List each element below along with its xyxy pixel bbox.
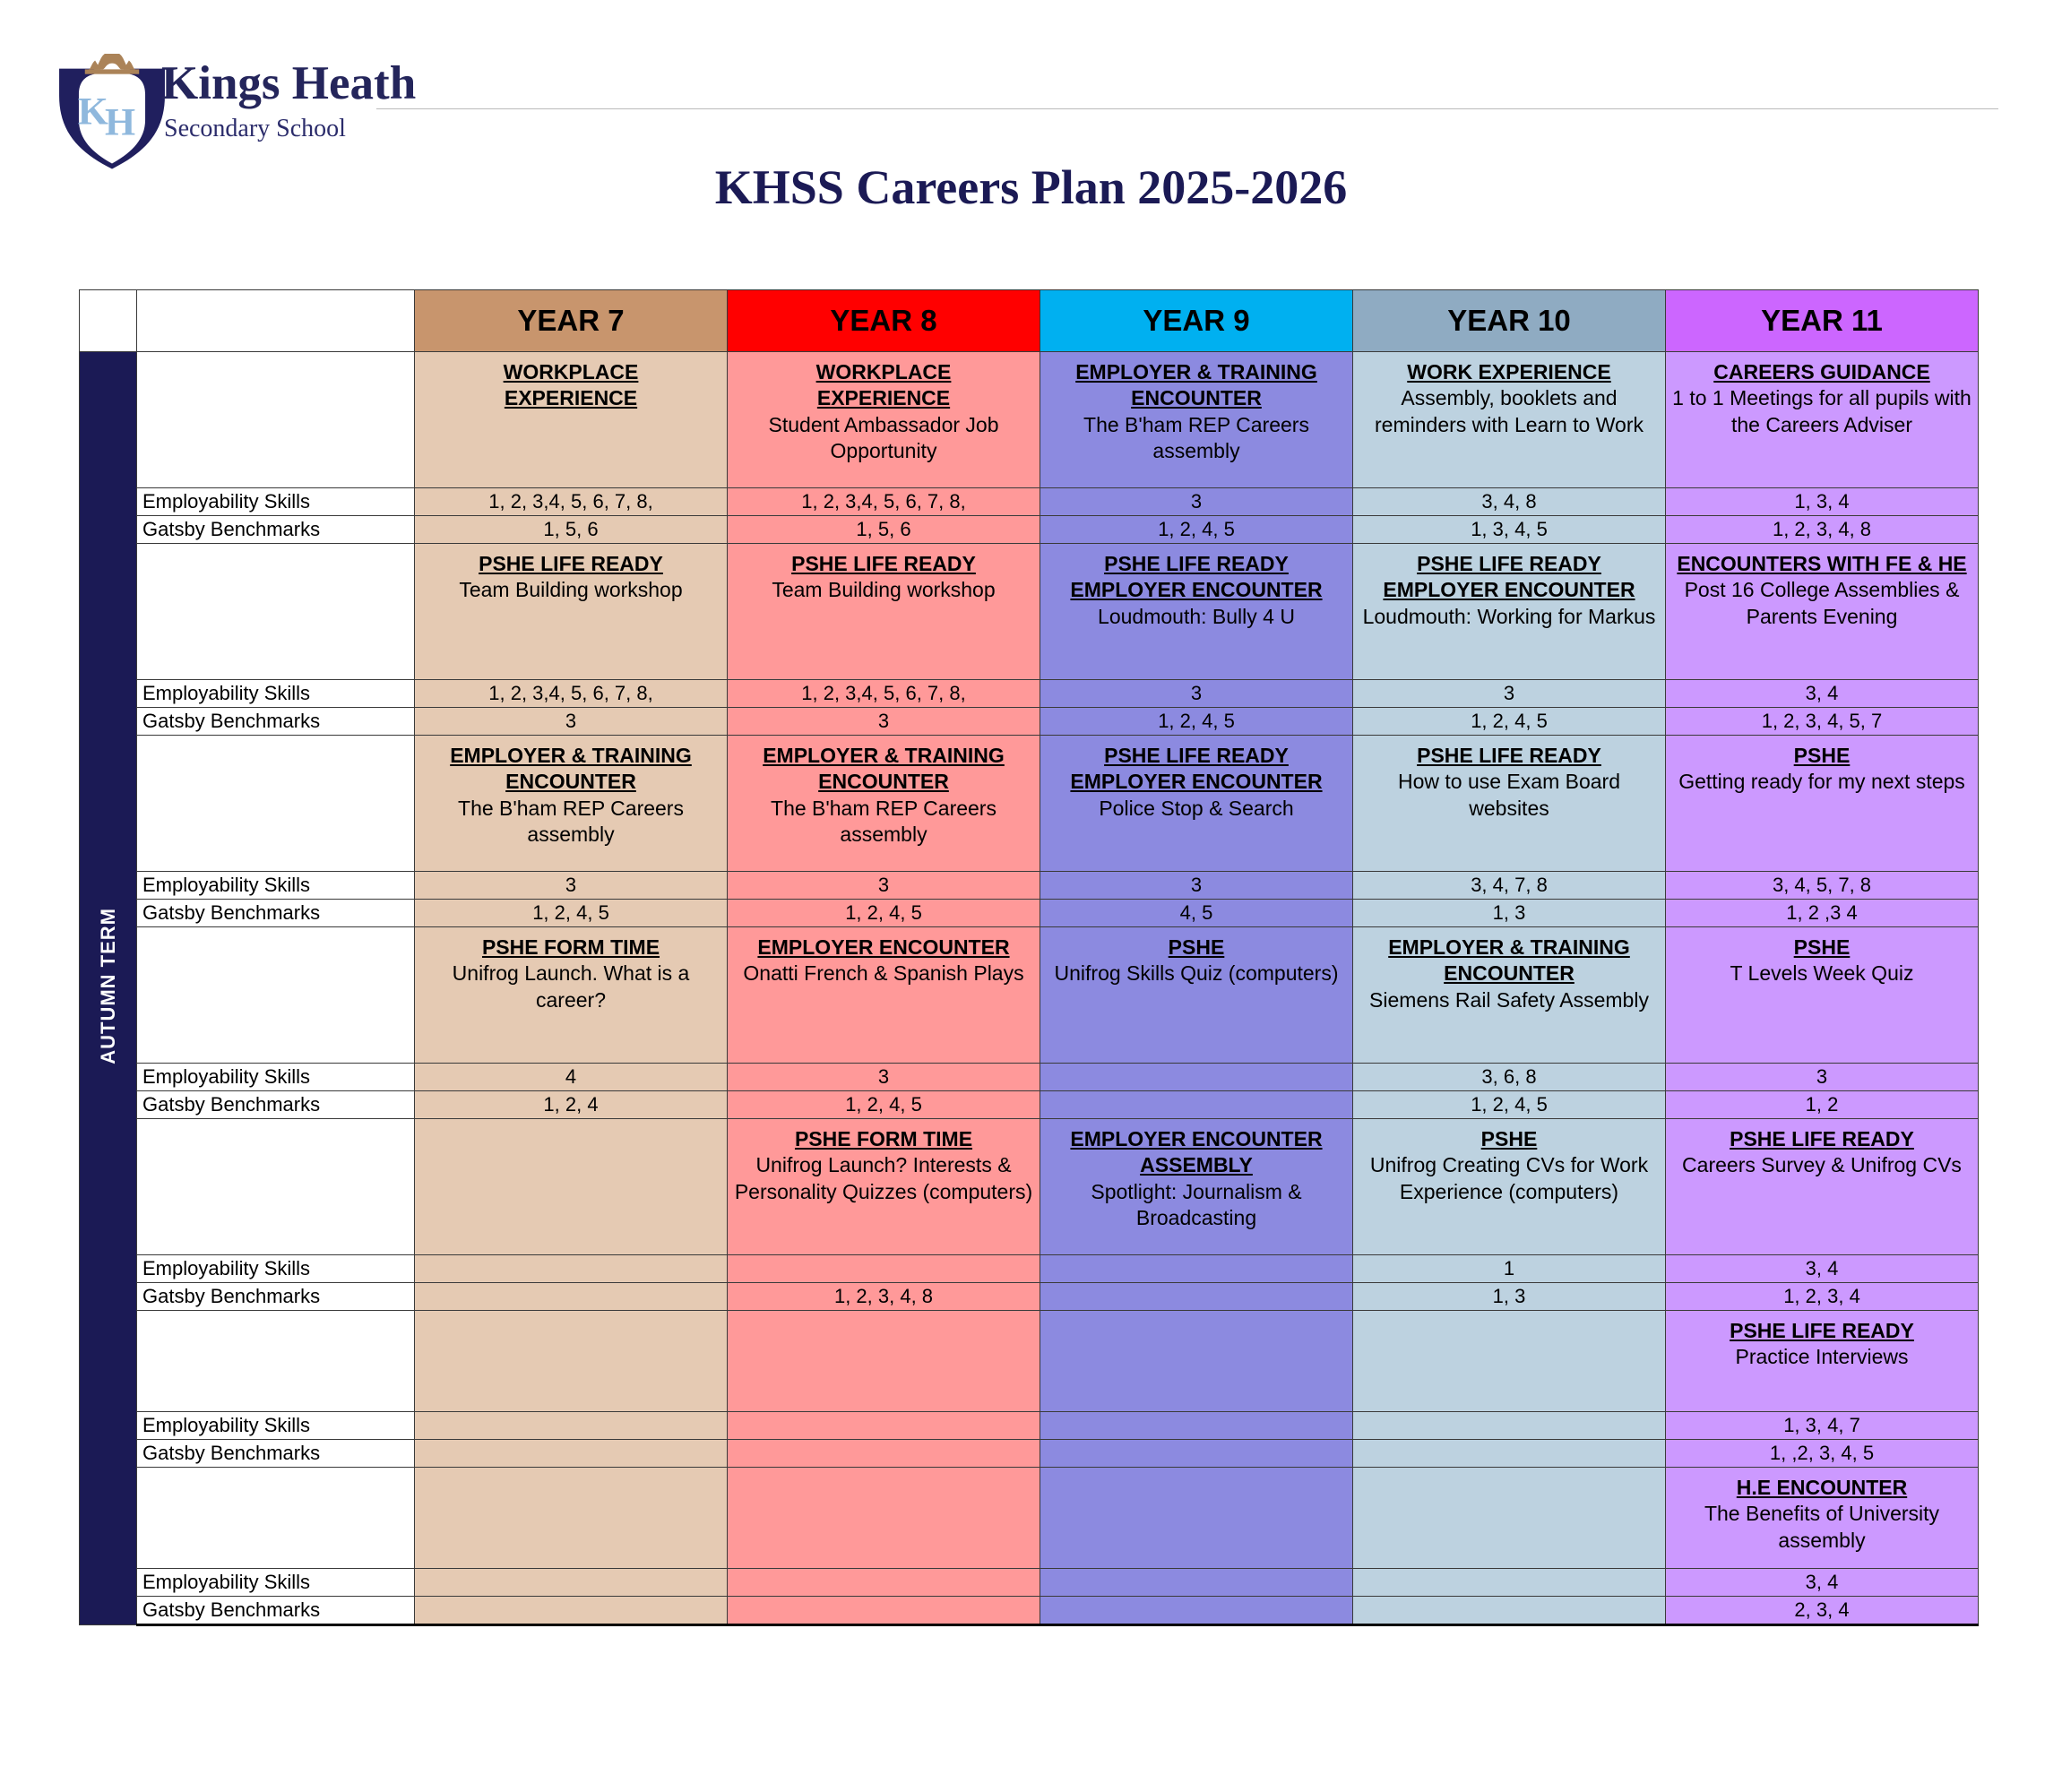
svg-text:H: H (105, 101, 135, 144)
svg-text:K: K (78, 90, 108, 134)
